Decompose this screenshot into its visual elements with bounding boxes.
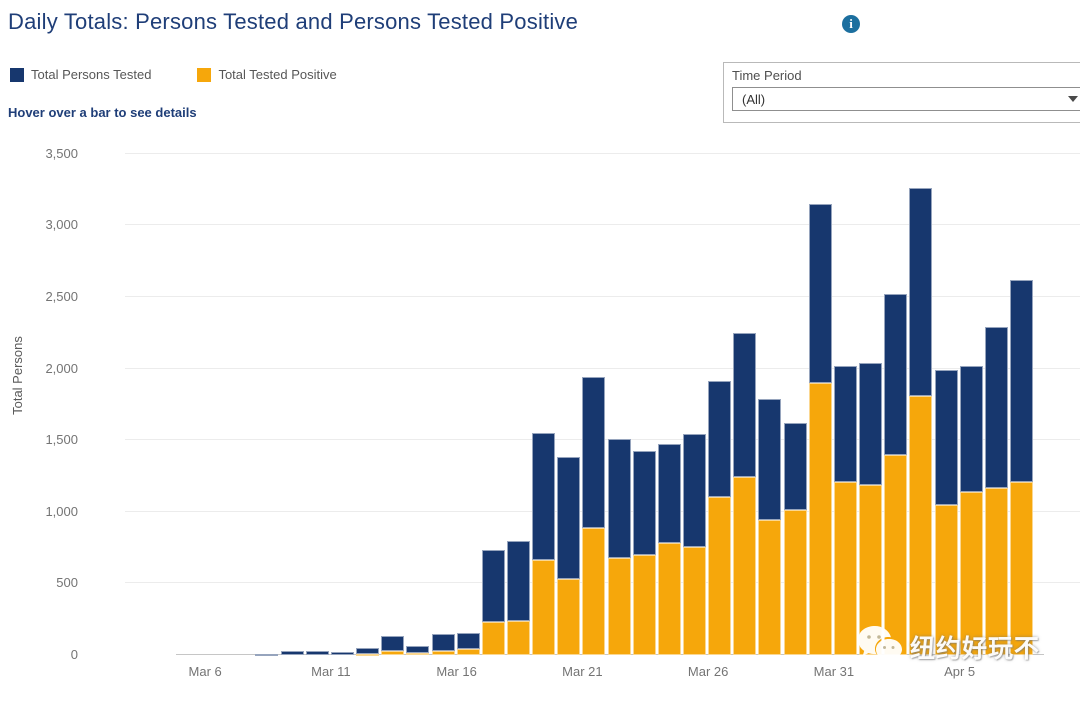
x-axis-tick-label: Apr 5 [944,664,976,679]
x-axis-tick-label: Mar 31 [813,664,855,679]
bar-positive-segment[interactable] [934,505,958,655]
y-axis-tick-label: 2,000 [45,360,78,376]
bar-positive-segment[interactable] [557,579,581,655]
legend-item-tested-positive: Total Tested Positive [197,67,337,82]
y-axis-tick-label: 1,500 [45,432,78,448]
bar-tested-segment[interactable] [607,439,631,558]
y-axis-tick-label: 3,500 [45,145,78,161]
bar-tested-segment[interactable] [330,651,354,655]
x-axis-tick-label: Mar 16 [436,664,477,679]
info-icon[interactable]: i [842,15,860,33]
bar-tested-segment[interactable] [683,433,706,547]
bar-tested-segment[interactable] [783,423,807,511]
legend-label: Total Persons Tested [31,67,152,82]
bar-tested-segment[interactable] [557,457,581,580]
y-axis-tick-label: 2,500 [45,289,78,304]
x-axis-tick-label: Mar 6 [188,664,222,679]
legend-label: Total Tested Positive [218,67,337,82]
bar-positive-segment[interactable] [431,650,455,655]
wechat-icon [858,626,902,662]
y-gridline [125,152,1080,154]
bar-tested-segment[interactable] [884,294,908,455]
bar-positive-segment[interactable] [456,648,480,655]
bar-positive-segment[interactable] [683,546,706,655]
bar-tested-segment[interactable] [909,188,933,396]
x-axis-tick-label: Mar 21 [562,664,603,679]
bar-positive-segment[interactable] [859,484,883,655]
bar-positive-segment[interactable] [506,620,530,655]
bar-positive-segment[interactable] [1009,482,1033,655]
bar-positive-segment[interactable] [657,543,681,655]
bar-tested-segment[interactable] [959,366,983,493]
bar-positive-segment[interactable] [532,559,556,655]
bar-positive-segment[interactable] [582,527,606,655]
bar-tested-segment[interactable] [532,433,556,560]
bar-tested-segment[interactable] [984,327,1008,489]
bar-positive-segment[interactable] [632,555,656,655]
y-axis-tick-label: 1,000 [45,503,78,519]
y-gridline [125,224,1080,226]
hover-hint-text: Hover over a bar to see details [8,105,197,120]
bar-tested-segment[interactable] [1009,279,1033,483]
bar-tested-segment[interactable] [280,650,304,655]
x-axis-tick-label: Mar 11 [311,664,351,679]
bar-positive-segment[interactable] [808,382,832,655]
bar-positive-segment[interactable] [984,488,1008,655]
bar-tested-segment[interactable] [356,647,380,654]
time-period-panel: Time Period (All) [723,62,1080,123]
bar-positive-segment[interactable] [758,519,782,655]
chevron-down-icon [1068,96,1078,102]
bar-positive-segment[interactable] [708,497,732,655]
y-gridline [125,296,1080,297]
bar-positive-segment[interactable] [783,510,807,655]
bar-tested-segment[interactable] [506,541,530,621]
bar-tested-segment[interactable] [733,332,757,477]
bar-positive-segment[interactable] [356,653,380,656]
bar-positive-segment[interactable] [959,492,983,655]
bar-positive-segment[interactable] [481,622,505,655]
bar-tested-segment[interactable] [381,636,405,652]
watermark: 纽约好玩不 [856,624,1040,670]
bar-tested-segment[interactable] [456,632,480,649]
bar-positive-segment[interactable] [607,557,631,655]
time-period-dropdown[interactable]: (All) [732,87,1080,111]
bar-tested-segment[interactable] [632,450,656,556]
y-gridline [125,367,1080,369]
bar-tested-segment[interactable] [934,370,958,506]
bar-tested-segment[interactable] [758,398,782,520]
bar-tested-segment[interactable] [833,365,857,483]
page-title: Daily Totals: Persons Tested and Persons… [8,9,579,34]
bar-positive-segment[interactable] [381,651,405,655]
bar-tested-segment[interactable] [582,377,606,528]
bar-tested-segment[interactable] [431,633,455,651]
bar-tested-segment[interactable] [305,650,329,655]
time-period-label: Time Period [732,68,802,83]
y-axis-tick-label: 3,000 [45,217,78,233]
bar-positive-segment[interactable] [406,652,430,655]
bar-tested-segment[interactable] [808,203,832,383]
legend-swatch-gold [197,67,212,82]
bar-tested-segment[interactable] [255,654,279,657]
time-period-selected-value: (All) [742,91,766,107]
bar-tested-segment[interactable] [708,381,732,498]
y-axis-tick-label: 0 [70,647,78,662]
bar-positive-segment[interactable] [733,476,757,655]
bar-tested-segment[interactable] [481,549,505,623]
bar-tested-segment[interactable] [657,444,681,544]
bar-positive-segment[interactable] [833,482,857,655]
legend: Total Persons Tested Total Tested Positi… [10,67,383,82]
y-axis-tick-label: 500 [56,575,78,591]
x-axis-tick-label: Mar 26 [687,664,729,679]
bar-tested-segment[interactable] [406,645,430,653]
bar-positive-segment[interactable] [909,395,933,655]
bar-tested-segment[interactable] [859,362,883,485]
legend-item-persons-tested: Total Persons Tested [10,67,151,82]
legend-swatch-navy [10,67,24,82]
watermark-text: 纽约好玩不 [910,635,1041,663]
